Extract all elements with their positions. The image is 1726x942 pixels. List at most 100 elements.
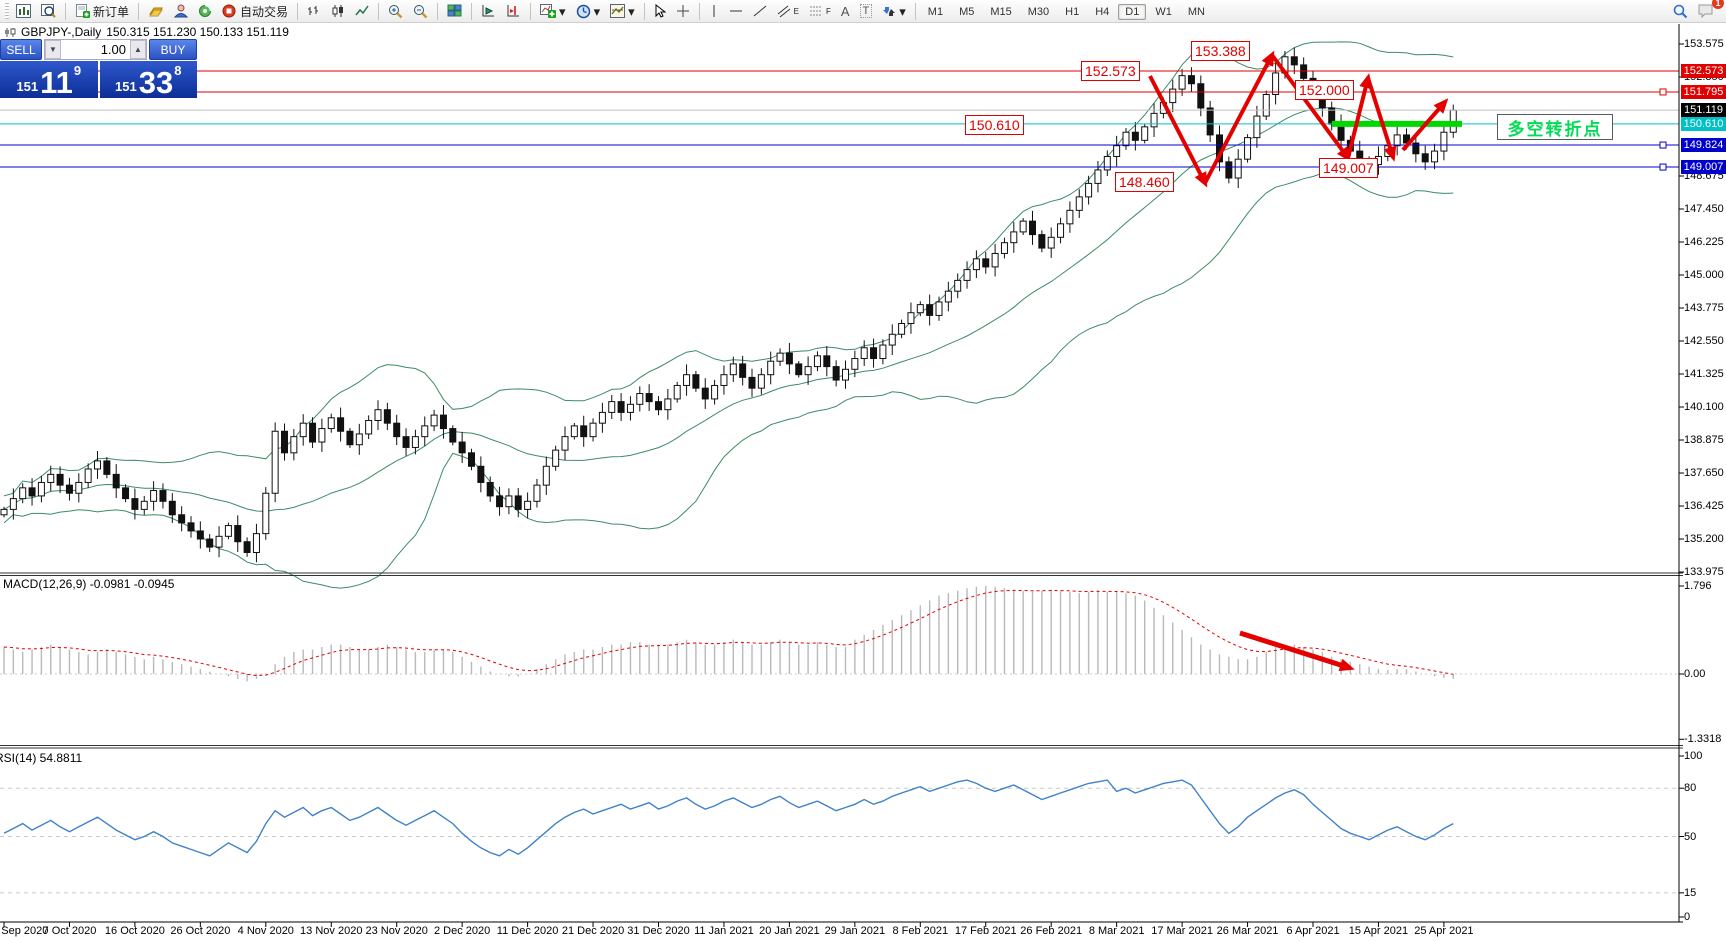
candle-body <box>383 409 391 424</box>
volume-increase-button[interactable]: ▲ <box>130 40 146 59</box>
timeframe-button-M5[interactable]: M5 <box>959 6 975 18</box>
candle-body <box>1412 142 1420 155</box>
candle-body <box>813 355 821 368</box>
navigator-button[interactable] <box>193 0 217 22</box>
cursor-tool-button[interactable] <box>649 0 671 22</box>
timeframe-button-D1[interactable]: D1 <box>1118 4 1147 20</box>
candle-body <box>1057 223 1065 238</box>
sell-price-display[interactable]: 151 11 9 <box>0 61 98 98</box>
price-callout-label[interactable]: 153.388 <box>1191 41 1250 61</box>
timeframe-button-M15[interactable]: M15 <box>990 6 1012 18</box>
channel-icon <box>777 5 790 18</box>
candle-body <box>318 428 326 443</box>
new-chart-icon <box>16 4 31 18</box>
autotrade-button[interactable]: 自动交易 <box>217 0 293 22</box>
chart-shift-button[interactable] <box>501 0 526 22</box>
price-callout-label[interactable]: 149.007 <box>1319 158 1378 178</box>
indicators-button[interactable]: ▾ <box>535 0 571 22</box>
line-chart-button[interactable] <box>350 0 374 22</box>
date-axis-label: 13 Nov 2020 <box>300 925 363 937</box>
timeframe-button-W1[interactable]: W1 <box>1155 6 1172 18</box>
text-tool-button[interactable]: A <box>836 0 855 22</box>
candle-body <box>804 366 812 376</box>
bar-chart-button[interactable] <box>302 0 326 22</box>
candle-body <box>514 495 522 510</box>
new-order-button[interactable]: 新订单 <box>70 0 134 22</box>
candle-body <box>683 374 691 386</box>
trend-arrow <box>1401 98 1449 152</box>
pivot-note-box[interactable]: 多空转折点 <box>1497 114 1613 140</box>
crosshair-tool-button[interactable] <box>671 0 695 22</box>
fibonacci-tool-button[interactable]: F <box>804 0 836 22</box>
price-callout-label[interactable]: 152.573 <box>1081 61 1140 81</box>
candle-body <box>122 487 130 500</box>
candle-body <box>112 473 120 489</box>
volume-decrease-button[interactable]: ▼ <box>45 40 61 59</box>
trend-arrow <box>1346 73 1372 159</box>
date-axis-label: 25 Apr 2021 <box>1414 925 1474 937</box>
zoom-out-button[interactable] <box>408 0 433 22</box>
timeframe-button-M1[interactable]: M1 <box>927 6 944 18</box>
horizontal-line-tool-button[interactable] <box>724 0 748 22</box>
search-button[interactable] <box>1667 0 1693 22</box>
candle-body <box>84 468 92 483</box>
date-axis-label: 26 Feb 2021 <box>1020 925 1083 937</box>
zoom-in-icon <box>389 4 403 18</box>
autotrade-label: 自动交易 <box>240 4 289 19</box>
candle-body <box>1169 88 1177 104</box>
candle-body <box>103 460 111 475</box>
tile-windows-button[interactable] <box>442 0 467 22</box>
sell-button[interactable]: SELL <box>0 39 42 60</box>
candle-body <box>1000 242 1008 254</box>
arrows-tool-button[interactable]: ▾ <box>877 0 911 22</box>
rsi-axis-label: 80 <box>1684 782 1697 795</box>
candle-body <box>1010 231 1018 244</box>
candle-body <box>309 422 317 443</box>
symbol-icon <box>5 27 16 37</box>
trendline-tool-button[interactable] <box>748 0 772 22</box>
buy-button[interactable]: BUY <box>149 39 197 60</box>
candle-body <box>1038 234 1046 249</box>
candle-body <box>851 358 859 370</box>
equidistant-channel-tool-button[interactable]: E <box>772 0 804 22</box>
price-callout-label[interactable]: 152.000 <box>1295 80 1354 100</box>
date-axis-label: 2 Dec 2020 <box>434 925 491 937</box>
candle-body <box>860 347 868 360</box>
fibonacci-icon <box>809 6 822 16</box>
candle-body <box>159 490 167 502</box>
bar-chart-icon <box>308 6 319 15</box>
price-callout-label[interactable]: 150.610 <box>965 115 1024 135</box>
label-tool-button[interactable]: T <box>855 0 878 22</box>
templates-button[interactable]: ▾ <box>605 0 640 22</box>
timeframe-button-M30[interactable]: M30 <box>1027 6 1050 18</box>
candlestick-button[interactable] <box>326 0 350 22</box>
data-window-button[interactable] <box>169 0 193 22</box>
candle-body <box>337 417 345 432</box>
volume-value[interactable]: 1.00 <box>100 42 126 57</box>
timeframe-button-MN[interactable]: MN <box>1187 6 1205 18</box>
label-tool-icon: T <box>859 4 873 18</box>
trend-arrow <box>1203 50 1275 184</box>
candle-body <box>739 363 747 378</box>
price-axis-label: 135.200 <box>1684 533 1724 546</box>
line-handle <box>1659 141 1667 149</box>
zoom-in-button[interactable] <box>383 0 408 22</box>
vertical-line-tool-button[interactable] <box>704 0 724 22</box>
date-axis-label: 26 Oct 2020 <box>170 925 231 937</box>
timeframe-button-H4[interactable]: H4 <box>1095 6 1110 18</box>
candle-body <box>1421 153 1429 163</box>
charts-list-button[interactable] <box>36 0 61 22</box>
buy-price-display[interactable]: 151 33 8 <box>99 61 197 98</box>
notifications-button[interactable]: 1 <box>1693 0 1724 22</box>
candle-body <box>524 500 532 510</box>
timeframe-button-H1[interactable]: H1 <box>1065 6 1080 18</box>
auto-scroll-button[interactable] <box>476 0 501 22</box>
toolbar-grip[interactable] <box>5 3 9 19</box>
candle-body <box>468 452 475 467</box>
price-callout-label[interactable]: 148.460 <box>1115 172 1174 192</box>
new-chart-button[interactable] <box>11 0 36 22</box>
market-watch-button[interactable] <box>143 0 169 22</box>
periods-button[interactable]: ▾ <box>571 0 606 22</box>
candle-body <box>757 374 765 389</box>
